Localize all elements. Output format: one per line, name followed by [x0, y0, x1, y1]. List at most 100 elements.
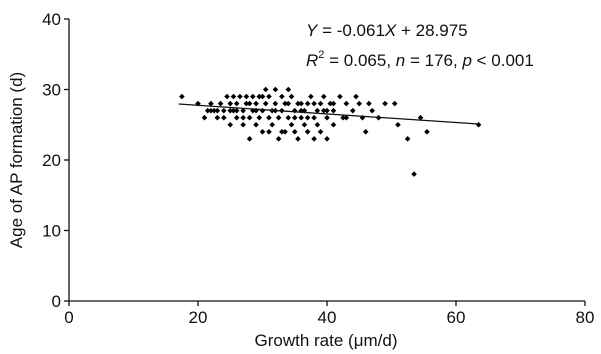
data-point — [240, 107, 246, 114]
data-point — [340, 114, 346, 121]
data-point — [324, 114, 330, 121]
x-tick-label: 20 — [189, 308, 208, 327]
data-point — [327, 100, 334, 107]
data-point — [233, 114, 240, 121]
data-point — [233, 107, 240, 114]
data-point — [350, 107, 356, 114]
data-point — [411, 171, 417, 177]
eq-coefficient: = -0.061 — [317, 21, 385, 40]
data-point — [269, 121, 275, 128]
data-point — [330, 107, 337, 114]
data-point — [295, 136, 301, 142]
data-point — [240, 121, 246, 128]
data-point — [240, 114, 246, 121]
stats-p-symbol: p — [461, 51, 471, 70]
data-point — [256, 93, 263, 100]
data-point — [291, 129, 298, 135]
data-point — [324, 107, 330, 114]
data-point — [279, 129, 285, 135]
data-point — [221, 114, 227, 121]
data-point — [282, 129, 288, 135]
data-point — [324, 136, 330, 142]
eq-intercept: + 28.975 — [396, 21, 467, 40]
data-point — [275, 114, 282, 121]
data-point — [285, 86, 292, 93]
data-point — [356, 100, 363, 107]
data-point — [217, 100, 224, 107]
data-point — [320, 107, 327, 114]
data-point — [417, 114, 424, 121]
data-points — [179, 86, 482, 177]
data-point — [259, 93, 266, 100]
x-axis-title: Growth rate (μm/d) — [255, 331, 398, 350]
data-point — [256, 114, 263, 121]
eq-x-symbol: X — [384, 21, 397, 40]
data-point — [262, 100, 269, 107]
data-point — [227, 121, 234, 128]
data-point — [179, 93, 185, 100]
eq-y-symbol: Y — [306, 21, 319, 40]
data-point — [295, 100, 301, 107]
data-point — [424, 129, 430, 135]
y-ticks: 0 10 20 30 40 — [42, 10, 69, 311]
data-point — [382, 100, 388, 107]
data-point — [230, 93, 237, 100]
data-point — [288, 121, 295, 128]
data-point — [227, 107, 234, 114]
stats-r-superscript: 2 — [318, 49, 324, 61]
x-ticks: 0 20 40 60 80 — [64, 301, 594, 327]
data-point — [317, 129, 324, 135]
data-point — [330, 100, 337, 107]
data-point — [214, 114, 221, 121]
stats-p-value: < 0.001 — [472, 51, 534, 70]
x-tick-label: 60 — [447, 308, 466, 327]
data-point — [272, 86, 279, 93]
data-point — [214, 107, 221, 114]
data-point — [204, 107, 211, 114]
data-point — [308, 93, 314, 100]
data-point — [298, 100, 304, 107]
data-point — [282, 100, 288, 107]
data-point — [320, 93, 327, 100]
x-tick-label: 80 — [576, 308, 595, 327]
data-point — [285, 100, 292, 107]
data-point — [391, 100, 398, 107]
data-point — [275, 136, 282, 142]
regression-stats: R2 = 0.065, n = 176, p < 0.001 — [306, 49, 534, 70]
data-point — [337, 93, 343, 100]
data-point — [395, 121, 401, 128]
data-point — [237, 93, 243, 100]
y-tick-label: 30 — [42, 81, 61, 100]
x-tick-label: 0 — [64, 308, 73, 327]
data-point — [304, 129, 311, 135]
data-point — [314, 121, 321, 128]
data-point — [266, 93, 272, 100]
stats-n-value: = 176, — [405, 51, 462, 70]
data-point — [230, 107, 237, 114]
data-point — [311, 100, 317, 107]
data-point — [304, 100, 311, 107]
data-point — [311, 136, 317, 142]
data-point — [343, 100, 350, 107]
data-point — [317, 100, 324, 107]
data-point — [227, 100, 234, 107]
data-point — [246, 114, 253, 121]
data-point — [304, 114, 311, 121]
data-point — [259, 107, 266, 114]
data-point — [369, 107, 375, 114]
stats-r2-value: = 0.065, — [324, 51, 395, 70]
data-point — [314, 107, 321, 114]
data-point — [285, 114, 292, 121]
regression-equation: Y = -0.061X + 28.975 — [306, 21, 468, 40]
y-tick-label: 40 — [42, 10, 61, 29]
data-point — [243, 100, 250, 107]
data-point — [475, 121, 482, 128]
data-point — [211, 107, 217, 114]
stats-n-symbol: n — [396, 51, 405, 70]
data-point — [250, 107, 256, 114]
data-point — [288, 93, 295, 100]
regression-line — [178, 103, 479, 125]
y-tick-label: 20 — [42, 151, 61, 170]
data-point — [250, 93, 256, 100]
